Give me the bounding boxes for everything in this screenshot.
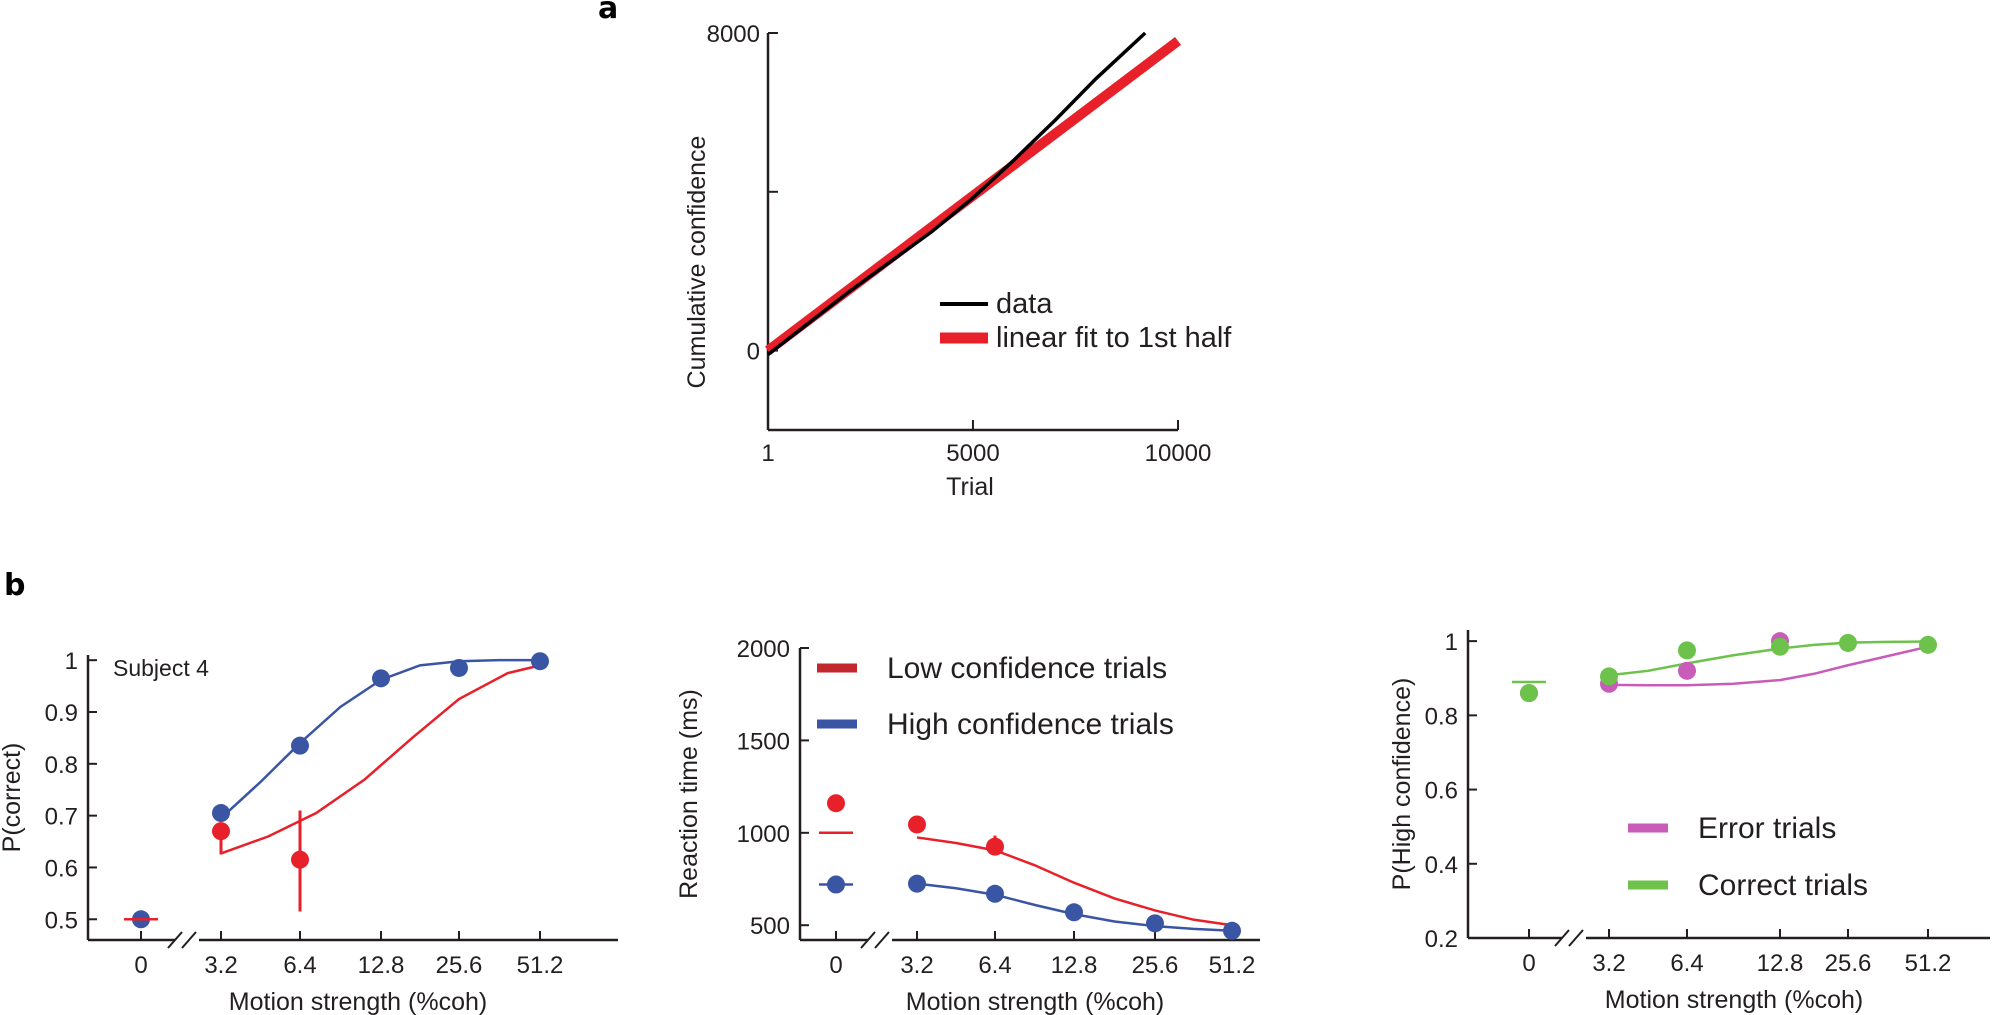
x-tick-label: 0 xyxy=(134,952,147,979)
fit-curve xyxy=(916,836,1233,927)
x-tick-label: 6.4 xyxy=(1670,950,1703,977)
data-point xyxy=(1520,684,1538,703)
data-point xyxy=(1065,903,1083,922)
fit-curve xyxy=(220,664,541,855)
data-point xyxy=(1919,635,1937,654)
y-tick-label: 8000 xyxy=(707,21,760,48)
x-tick-label: 3.2 xyxy=(204,952,237,979)
data-point xyxy=(291,736,309,755)
legend-label-data: data xyxy=(996,288,1053,320)
data-point xyxy=(450,658,468,677)
fit-curve xyxy=(1608,645,1929,687)
axis-break-mark xyxy=(860,931,876,949)
y-tick-label: 0 xyxy=(747,339,760,366)
data-point xyxy=(986,837,1004,856)
data-point xyxy=(827,875,845,894)
data-point xyxy=(531,652,549,671)
legend-label: Correct trials xyxy=(1698,869,1868,902)
x-axis-label: Motion strength (%coh) xyxy=(906,988,1164,1015)
x-tick-label: 5000 xyxy=(946,440,999,467)
y-axis-label: Reaction time (ms) xyxy=(675,689,703,899)
data-point xyxy=(1678,641,1696,660)
data-point xyxy=(1223,921,1241,940)
chart-cumulative-confidence: 0 8000 1 5000 10000 Trial Cumulative confidenc… xyxy=(683,21,1232,501)
x-tick-label: 10000 xyxy=(1145,440,1212,467)
x-axis-label: Trial xyxy=(946,473,994,501)
y-tick-label: 0.4 xyxy=(1425,852,1458,879)
data-line xyxy=(766,31,1147,356)
y-tick-label: 0.6 xyxy=(1425,778,1458,805)
x-tick-label: 51.2 xyxy=(517,952,564,979)
x-tick-label: 25.6 xyxy=(1132,952,1179,979)
y-tick-label: 2000 xyxy=(737,636,790,663)
y-tick-label: 0.8 xyxy=(45,752,78,779)
x-tick-label: 0 xyxy=(1522,950,1535,977)
data-point xyxy=(908,874,926,893)
x-tick-label: 25.6 xyxy=(436,952,483,979)
chart-p-correct: 0.5 0.6 0.7 0.8 0.9 1 0 3.2 6.4 12.8 25.6 51.2 Motio… xyxy=(0,648,618,1015)
axis-break-mark xyxy=(181,931,197,949)
y-tick-label: 0.7 xyxy=(45,804,78,831)
x-axis-label: Motion strength (%coh) xyxy=(1605,986,1863,1014)
x-tick-label: 12.8 xyxy=(1051,952,1098,979)
data-point xyxy=(1146,914,1164,933)
data-point xyxy=(372,669,390,688)
chart-reaction-time: 500 1000 1500 2000 0 3.2 6.4 12.8 25.6 51.2 Motion… xyxy=(675,636,1260,1015)
legend-label-fit: linear fit to 1st half xyxy=(996,322,1232,354)
x-tick-label: 3.2 xyxy=(1592,950,1625,977)
legend-label: Low confidence trials xyxy=(887,652,1167,685)
panel-label-a: a xyxy=(598,0,618,26)
x-tick-label: 1 xyxy=(761,440,774,467)
data-point xyxy=(1771,637,1789,656)
data-point xyxy=(908,815,926,834)
y-tick-label: 0.6 xyxy=(45,855,78,882)
data-point xyxy=(291,850,309,869)
x-tick-label: 25.6 xyxy=(1825,950,1872,977)
y-tick-label: 500 xyxy=(750,913,790,940)
legend-label: High confidence trials xyxy=(887,708,1174,741)
y-axis-label: P(correct) xyxy=(0,743,26,853)
x-tick-label: 51.2 xyxy=(1209,952,1256,979)
data-point xyxy=(212,822,230,841)
x-tick-label: 6.4 xyxy=(283,952,316,979)
y-axis-label: Cumulative confidence xyxy=(683,136,711,389)
y-tick-label: 0.9 xyxy=(45,700,78,727)
y-tick-label: 1000 xyxy=(737,821,790,848)
subject-annotation: Subject 4 xyxy=(113,655,209,681)
data-point xyxy=(986,884,1004,903)
y-tick-label: 1 xyxy=(65,648,78,675)
chart-p-high-confidence: 0.2 0.4 0.6 0.8 1 0 3.2 6.4 12.8 25.6 51.2 Motion s… xyxy=(1388,629,1990,1014)
y-tick-label: 1500 xyxy=(737,728,790,755)
x-axis-label: Motion strength (%coh) xyxy=(229,988,487,1015)
x-tick-label: 51.2 xyxy=(1905,950,1952,977)
axis-break-mark xyxy=(1568,929,1584,947)
y-tick-label: 1 xyxy=(1445,629,1458,656)
y-axis-label: P(High confidence) xyxy=(1388,678,1416,891)
x-tick-label: 3.2 xyxy=(900,952,933,979)
data-point xyxy=(1600,667,1618,686)
data-point xyxy=(827,794,845,813)
y-tick-label: 0.8 xyxy=(1425,703,1458,730)
axis-break-mark xyxy=(874,931,890,949)
y-tick-label: 0.5 xyxy=(45,907,78,934)
axis-break-mark xyxy=(1554,929,1570,947)
data-point xyxy=(1678,661,1696,680)
legend-label: Error trials xyxy=(1698,812,1836,845)
x-tick-label: 0 xyxy=(829,952,842,979)
panel-label-b: b xyxy=(4,568,25,603)
data-point xyxy=(1839,633,1857,652)
axis-break-mark xyxy=(167,931,183,949)
y-tick-label: 0.2 xyxy=(1425,926,1458,953)
data-point xyxy=(212,804,230,823)
x-tick-label: 12.8 xyxy=(358,952,405,979)
x-tick-label: 12.8 xyxy=(1757,950,1804,977)
x-tick-label: 6.4 xyxy=(978,952,1011,979)
